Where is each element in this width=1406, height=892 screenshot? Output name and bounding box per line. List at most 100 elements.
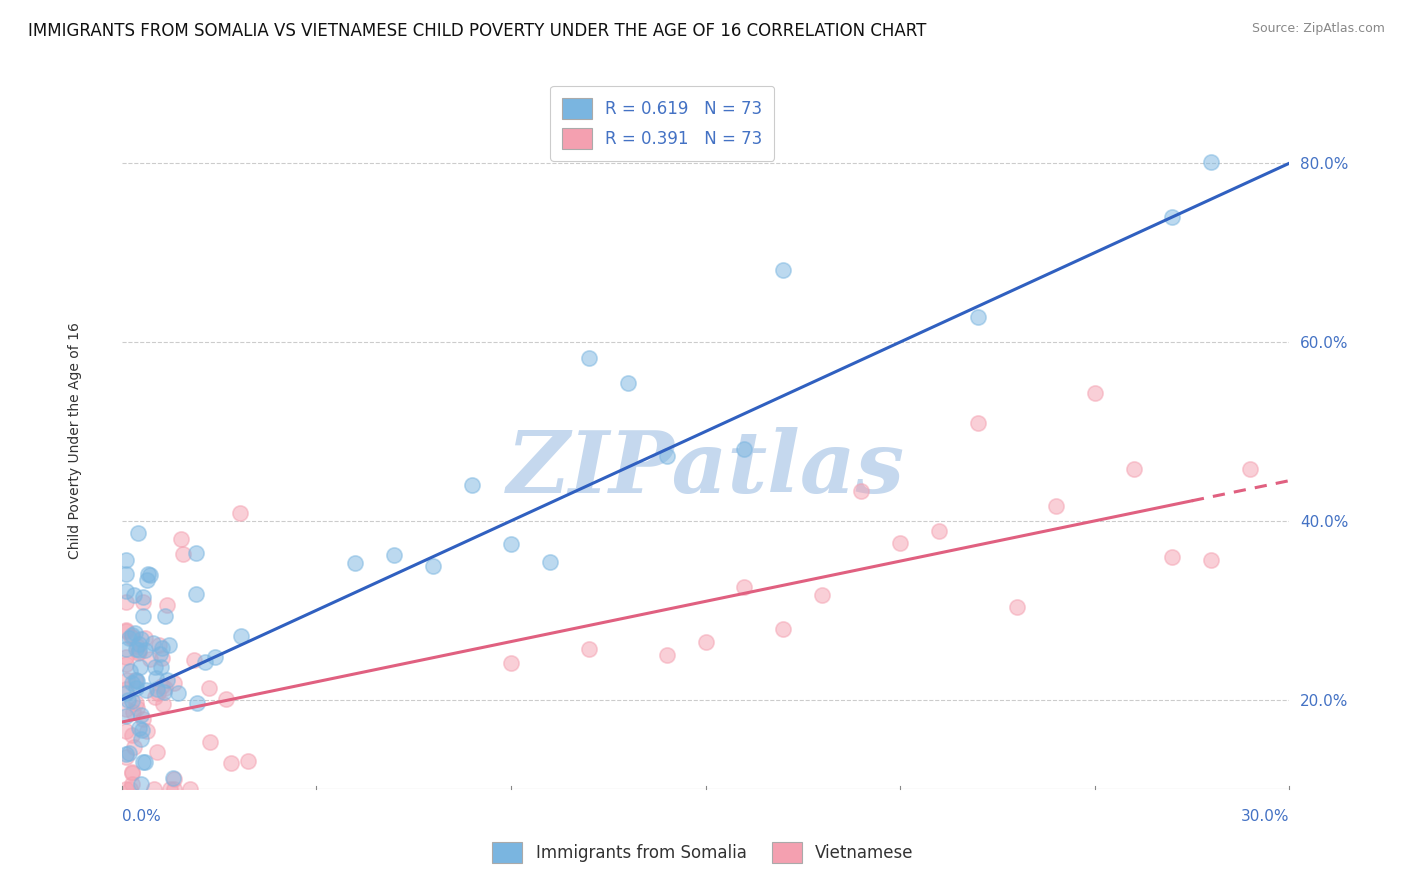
- Point: [132, 712, 155, 726]
- Point: [219, 756, 242, 770]
- Point: [461, 478, 484, 492]
- Point: [538, 555, 561, 569]
- Point: [125, 674, 148, 689]
- Point: [114, 624, 136, 639]
- Text: 0.0%: 0.0%: [122, 809, 160, 824]
- Point: [578, 642, 600, 657]
- Point: [616, 376, 638, 391]
- Point: [125, 673, 148, 687]
- Point: [114, 723, 136, 738]
- Point: [132, 609, 155, 624]
- Point: [422, 558, 444, 573]
- Point: [124, 696, 146, 710]
- Point: [114, 708, 136, 723]
- Point: [127, 525, 149, 540]
- Point: [772, 623, 794, 637]
- Point: [1084, 386, 1107, 401]
- Point: [229, 507, 252, 521]
- Point: [150, 640, 173, 655]
- Legend: R = 0.619   N = 73, R = 0.391   N = 73: R = 0.619 N = 73, R = 0.391 N = 73: [550, 87, 775, 161]
- Point: [127, 646, 149, 660]
- Point: [967, 416, 990, 430]
- Point: [1122, 462, 1144, 476]
- Point: [184, 586, 207, 600]
- Point: [167, 686, 190, 700]
- Point: [117, 693, 139, 707]
- Point: [229, 628, 252, 642]
- Point: [114, 682, 136, 697]
- Point: [125, 681, 148, 695]
- Point: [655, 648, 678, 662]
- Point: [134, 755, 156, 769]
- Point: [114, 702, 136, 716]
- Point: [499, 656, 522, 670]
- Point: [150, 679, 173, 693]
- Point: [198, 681, 221, 696]
- Point: [129, 708, 152, 723]
- Point: [149, 648, 172, 662]
- Point: [128, 645, 150, 659]
- Point: [1239, 462, 1261, 476]
- Point: [129, 731, 152, 746]
- Point: [114, 650, 136, 665]
- Point: [122, 705, 145, 719]
- Point: [121, 766, 143, 780]
- Point: [124, 626, 146, 640]
- Text: Child Poverty Under the Age of 16: Child Poverty Under the Age of 16: [67, 322, 82, 559]
- Point: [499, 536, 522, 550]
- Point: [136, 566, 159, 581]
- Point: [928, 524, 950, 539]
- Point: [138, 652, 160, 666]
- Point: [121, 764, 143, 779]
- Point: [118, 665, 141, 679]
- Point: [156, 673, 179, 687]
- Point: [849, 483, 872, 498]
- Point: [125, 700, 148, 714]
- Point: [120, 630, 142, 644]
- Point: [172, 547, 194, 561]
- Point: [114, 553, 136, 567]
- Point: [967, 310, 990, 325]
- Point: [125, 642, 148, 657]
- Point: [198, 735, 221, 749]
- Point: [156, 598, 179, 612]
- Point: [772, 263, 794, 277]
- Point: [163, 782, 186, 797]
- Point: [115, 686, 138, 700]
- Point: [115, 673, 138, 688]
- Point: [811, 588, 834, 602]
- Point: [155, 681, 177, 695]
- Point: [163, 675, 186, 690]
- Point: [121, 676, 143, 690]
- Text: Source: ZipAtlas.com: Source: ZipAtlas.com: [1251, 22, 1385, 36]
- Point: [122, 740, 145, 755]
- Point: [148, 639, 170, 653]
- Point: [153, 685, 176, 699]
- Point: [134, 643, 156, 657]
- Point: [122, 588, 145, 602]
- Point: [157, 638, 180, 652]
- Point: [1045, 500, 1067, 514]
- Point: [204, 649, 226, 664]
- Point: [143, 660, 166, 674]
- Point: [128, 643, 150, 657]
- Point: [135, 683, 157, 698]
- Point: [139, 568, 162, 582]
- Point: [120, 782, 142, 797]
- Point: [1005, 600, 1028, 615]
- Point: [733, 580, 755, 594]
- Point: [121, 728, 143, 742]
- Point: [162, 771, 184, 785]
- Point: [153, 609, 176, 624]
- Point: [128, 660, 150, 674]
- Point: [183, 653, 205, 667]
- Point: [135, 724, 157, 739]
- Text: IMMIGRANTS FROM SOMALIA VS VIETNAMESE CHILD POVERTY UNDER THE AGE OF 16 CORRELAT: IMMIGRANTS FROM SOMALIA VS VIETNAMESE CH…: [28, 22, 927, 40]
- Point: [578, 351, 600, 365]
- Point: [145, 671, 167, 685]
- Point: [114, 641, 136, 656]
- Point: [131, 777, 153, 791]
- Point: [655, 449, 678, 463]
- Point: [132, 755, 155, 769]
- Point: [186, 546, 208, 560]
